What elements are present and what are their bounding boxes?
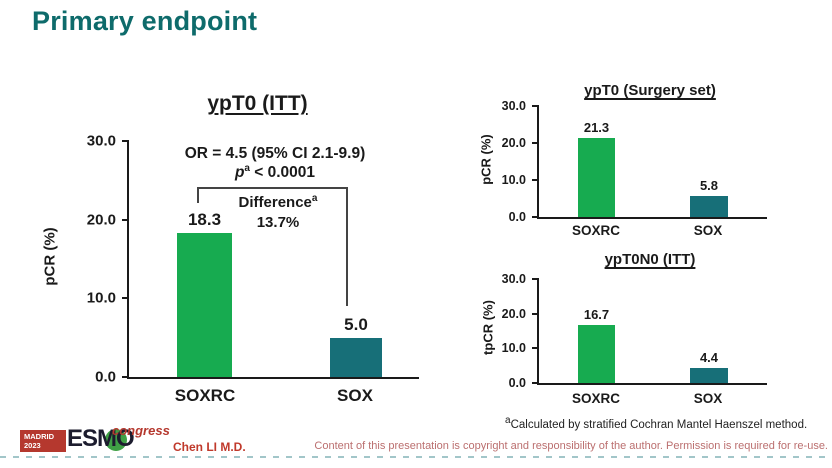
bar-column-sox: 4.4 [690, 279, 728, 383]
bar-column-sox: 5.0 [330, 141, 382, 377]
page-title: Primary endpoint [32, 6, 258, 36]
congress-label: congress [112, 423, 170, 438]
plot-area-ypt0-itt: 30.0 20.0 10.0 0.0 18.3 5.0 [87, 133, 419, 386]
bar-soxrc [578, 325, 615, 383]
y-tick-label: 0.0 [508, 376, 526, 390]
y-tick-mark [532, 216, 539, 218]
bar-column-soxrc: 21.3 [578, 106, 615, 217]
difference-label: Differencea [198, 193, 358, 212]
bar-soxrc [177, 233, 232, 377]
x-category-soxrc: SOXRC [174, 386, 236, 405]
bar-value-label: 21.3 [583, 120, 610, 136]
bar-value-label: 16.7 [583, 307, 610, 323]
y-tick-label: 10.0 [501, 173, 526, 187]
bar-value-label: 4.4 [699, 349, 719, 365]
x-category-sox: SOX [693, 391, 723, 406]
y-tick-label: 10.0 [501, 341, 526, 356]
chart-title-ypt0-surgery: ypT0 (Surgery set) [584, 82, 716, 99]
y-tick-label: 20.0 [501, 135, 526, 150]
p-superscript: a [244, 162, 250, 174]
y-tick-mark [532, 382, 539, 384]
y-tick-mark [532, 347, 539, 350]
y-tick-label: 0.0 [508, 210, 526, 224]
comparison-bracket-left-tick [197, 187, 199, 203]
bar-value-label: 18.3 [187, 210, 222, 230]
comparison-bracket-right-tick [346, 187, 348, 306]
p-value-text: < 0.0001 [249, 164, 316, 181]
x-category-soxrc: SOXRC [571, 391, 620, 406]
y-tick-mark [122, 376, 129, 378]
chart-title-ypt0n0-itt: ypT0N0 (ITT) [604, 251, 696, 268]
y-tick-mark [532, 105, 539, 107]
y-axis-label-pcr-surgery: pCR (%) [478, 134, 494, 185]
stat-or-text: OR = 4.5 (95% CI 2.1-9.9) [184, 145, 366, 162]
footnote-superscript: a [505, 415, 511, 427]
chart-title-ypt0-itt: ypT0 (ITT) [207, 92, 308, 115]
bar-sox [690, 367, 728, 383]
difference-value: 13.7% [256, 214, 300, 231]
y-tick-label: 30.0 [86, 132, 116, 150]
plot-area-ypt0-surgery: 30.0 20.0 10.0 0.0 21.3 5.8 [502, 99, 767, 224]
y-tick-mark [122, 140, 129, 142]
y-tick-label: 10.0 [86, 289, 116, 307]
y-tick-label: 20.0 [86, 211, 116, 229]
y-tick-mark [532, 179, 539, 181]
bottom-accent-line [0, 456, 832, 458]
p-symbol: p [234, 164, 245, 181]
bar-value-label: 5.8 [699, 177, 719, 193]
x-category-sox: SOX [693, 223, 723, 238]
bar-column-soxrc: 18.3 [177, 141, 232, 377]
bar-soxrc [578, 138, 615, 217]
y-tick-label: 30.0 [501, 272, 526, 286]
author-credit: Chen LI M.D. [173, 440, 246, 454]
y-tick-label: 30.0 [501, 99, 526, 113]
y-tick-mark [122, 218, 129, 221]
y-tick-mark [532, 141, 539, 144]
bar-column-sox: 5.8 [690, 106, 728, 217]
esmo-congress-logo: MADRID 2023 ESMO congress [20, 423, 170, 458]
plot-area-ypt0n0-itt: 30.0 20.0 10.0 0.0 16.7 4.4 [502, 272, 767, 390]
difference-superscript: a [311, 193, 318, 204]
y-tick-label: 20.0 [501, 306, 526, 321]
difference-text: Difference [238, 194, 312, 211]
esmo-green-disc-icon [105, 429, 127, 451]
esmo-wordmark: ESMO [67, 425, 135, 452]
bar-value-label: 5.0 [344, 314, 368, 334]
y-tick-label: 0.0 [95, 368, 116, 386]
y-axis-label-pcr: pCR (%) [41, 227, 59, 286]
bar-sox [690, 195, 728, 217]
comparison-bracket-horizontal [197, 187, 348, 189]
y-tick-mark [532, 278, 539, 280]
y-tick-mark [532, 312, 539, 315]
y-axis-label-tpcr: tpCR (%) [480, 300, 496, 355]
bar-column-soxrc: 16.7 [578, 279, 615, 383]
madrid-2023-badge: MADRID 2023 [20, 430, 66, 452]
footnote-text: Calculated by stratified Cochran Mantel … [510, 419, 808, 431]
footnote: aCalculated by stratified Cochran Mantel… [505, 416, 825, 431]
x-category-sox: SOX [337, 386, 373, 405]
logo-year: 2023 [24, 441, 41, 450]
x-category-soxrc: SOXRC [571, 223, 620, 238]
copyright-notice: Content of this presentation is copyrigh… [314, 440, 828, 452]
y-tick-mark [122, 297, 129, 300]
stat-p-value: pa < 0.0001 [160, 162, 390, 182]
logo-city: MADRID [24, 432, 54, 441]
bar-sox [330, 337, 382, 377]
